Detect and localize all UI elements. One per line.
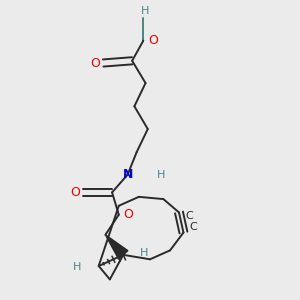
Polygon shape [105,235,128,259]
Text: N: N [122,168,133,181]
Text: C: C [185,211,193,221]
Text: H: H [74,262,82,272]
Text: C: C [189,222,197,232]
Text: H: H [141,6,150,16]
Text: O: O [90,56,100,70]
Text: O: O [124,208,134,221]
Text: O: O [70,186,80,199]
Text: H: H [157,169,165,179]
Text: H: H [140,248,148,258]
Text: O: O [148,34,158,47]
